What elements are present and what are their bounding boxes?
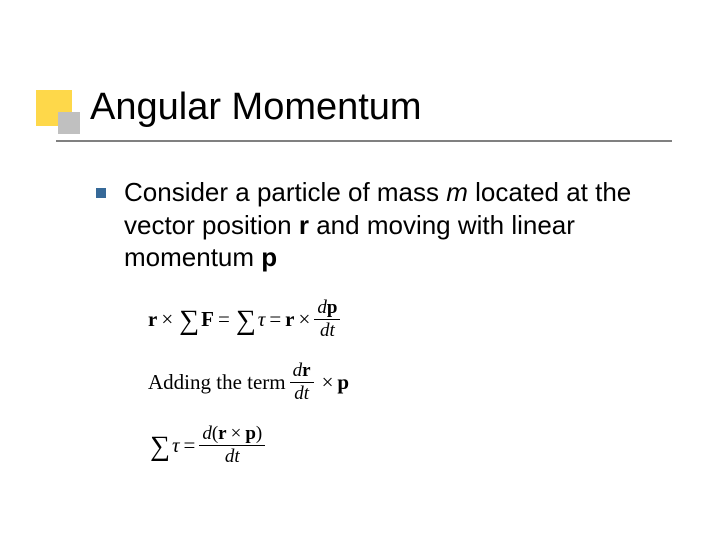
eq3-frac: d(r×p) dt <box>199 424 265 467</box>
bullet-square-icon <box>96 188 106 198</box>
eq3-den: dt <box>222 447 243 467</box>
eq1-eq: = <box>218 307 230 332</box>
bullet-text: Consider a particle of mass m located at… <box>124 176 692 274</box>
eq1-num-p: p <box>327 297 338 318</box>
eq1-den: dt <box>317 321 338 341</box>
bt-p: p <box>261 242 277 272</box>
eq3-num-times: × <box>231 423 242 444</box>
equation-line-3: ∑ τ = d(r×p) dt <box>148 424 349 467</box>
eq3-num-d: d <box>202 423 212 444</box>
eq2-p: p <box>337 370 349 395</box>
eq2-prefix: Adding the term <box>148 370 286 395</box>
equation-line-1: r × ∑ F = ∑ τ = r × dp dt <box>148 298 349 341</box>
eq1-frac: dp dt <box>314 298 340 341</box>
eq1-r: r <box>148 307 157 332</box>
eq3-num-r: r <box>218 423 226 444</box>
equation-line-2: Adding the term dr dt × p <box>148 361 349 404</box>
eq1-num-d: d <box>317 297 327 318</box>
eq3-eq: = <box>184 433 196 458</box>
eq2-times: × <box>322 370 334 395</box>
bt-p1: Consider a particle of mass <box>124 177 446 207</box>
eq1-eq2: = <box>269 307 281 332</box>
eq3-tau: τ <box>172 433 180 458</box>
eq2-num-r: r <box>302 360 310 381</box>
slide-title: Angular Momentum <box>90 86 422 129</box>
eq2-den: dt <box>291 384 312 404</box>
eq1-r2: r <box>285 307 294 332</box>
title-underline <box>56 140 672 142</box>
eq3-num-p: p <box>245 423 256 444</box>
body-text-block: Consider a particle of mass m located at… <box>96 176 692 274</box>
slide: Angular Momentum Consider a particle of … <box>0 0 720 540</box>
title-marker-icon <box>36 90 80 134</box>
bullet-item: Consider a particle of mass m located at… <box>96 176 692 274</box>
eq1-F: F <box>201 307 214 332</box>
eq2-num-d: d <box>293 360 303 381</box>
eq1-times: × <box>161 307 173 332</box>
eq2-frac: dr dt <box>290 361 314 404</box>
bt-r: r <box>299 210 309 240</box>
equations-block: r × ∑ F = ∑ τ = r × dp dt Adding the <box>148 298 349 487</box>
eq1-tau: τ <box>258 307 266 332</box>
eq3-num-close: ) <box>256 423 262 444</box>
bt-m: m <box>446 177 468 207</box>
eq1-times2: × <box>298 307 310 332</box>
